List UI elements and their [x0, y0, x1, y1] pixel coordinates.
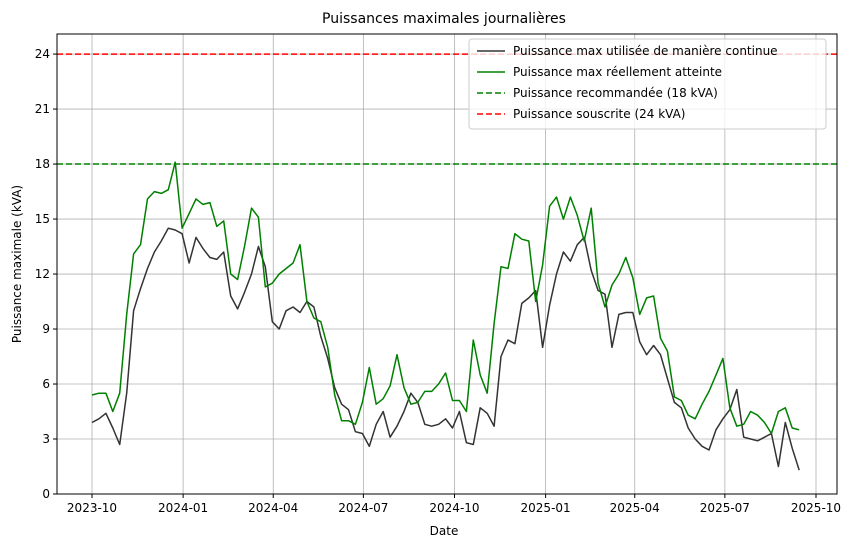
legend-label: Puissance recommandée (18 kVA): [513, 86, 718, 100]
legend-label: Puissance max utilisée de manière contin…: [513, 44, 778, 58]
series-line: [91, 227, 800, 471]
y-tick-label: 18: [35, 157, 50, 171]
x-axis-label: Date: [430, 524, 459, 538]
plot-frame: [56, 33, 838, 495]
x-tick-label: 2025-07: [700, 501, 750, 515]
y-tick-label: 9: [42, 322, 50, 336]
y-tick-label: 6: [42, 377, 50, 391]
y-tick-label: 21: [35, 102, 50, 116]
y-axis: 0 3 6 9 12 15 18 21 24: [35, 47, 57, 501]
x-tick-label: 2024-07: [338, 501, 388, 515]
y-tick-label: 12: [35, 267, 50, 281]
x-tick-label: 2024-01: [158, 501, 208, 515]
x-axis: 2023-10 2024-01 2024-04 2024-07 2024-10 2025-…: [67, 494, 841, 515]
y-tick-label: 3: [42, 432, 50, 446]
x-tick-label: 2025-01: [521, 501, 571, 515]
x-tick-label: 2023-10: [67, 501, 117, 515]
y-tick-label: 0: [42, 487, 50, 501]
legend-label: Puissance souscrite (24 kVA): [513, 107, 686, 121]
x-tick-label: 2024-10: [429, 501, 479, 515]
x-tick-label: 2025-10: [791, 501, 841, 515]
x-tick-label: 2024-04: [248, 501, 298, 515]
legend-label: Puissance max réellement atteinte: [513, 65, 722, 79]
series-line: [91, 161, 800, 435]
legend: Puissance max utilisée de manière contin…: [468, 38, 827, 130]
legend-box: [468, 38, 827, 130]
x-tick-label: 2025-04: [610, 501, 660, 515]
y-tick-label: 15: [35, 212, 50, 226]
y-tick-label: 24: [35, 47, 50, 61]
y-axis-label: Puissance maximale (kVA): [10, 185, 24, 343]
chart-title: Puissances maximales journalières: [322, 11, 566, 27]
data-series: [91, 161, 800, 471]
